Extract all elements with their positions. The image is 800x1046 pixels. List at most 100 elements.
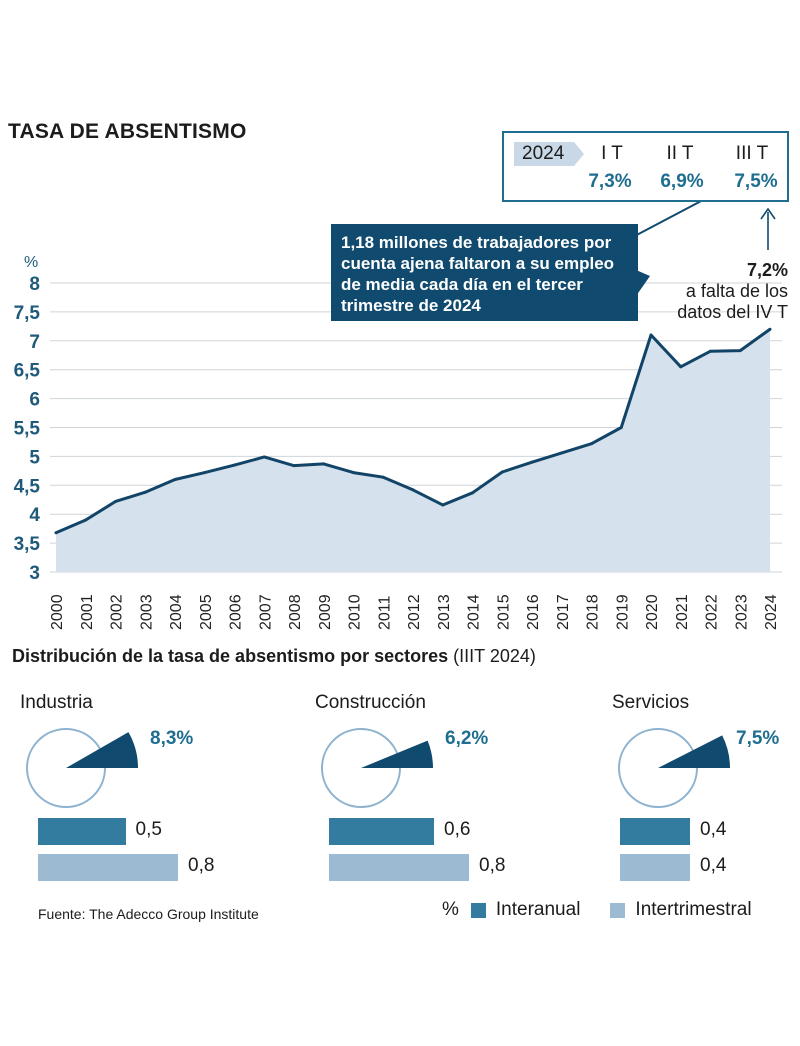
x-tick-label: 2010 [347, 594, 364, 630]
data-point [203, 471, 207, 475]
x-tick-label: 2018 [585, 594, 602, 630]
x-tick-label: 2009 [317, 594, 334, 630]
y-tick-label: 5 [29, 447, 40, 468]
data-point [590, 442, 593, 446]
quarterly-box: 2024 I T II T III T 7,3% 6,9% 7,5% [502, 131, 789, 202]
data-point [679, 365, 683, 369]
interanual-bar [329, 818, 434, 845]
callout-tail [636, 270, 650, 296]
data-point [619, 426, 623, 429]
sector-industria: Industria 8,3% 0,5 0,8 [20, 690, 300, 890]
sector-construccion: Construcción 6,2% 0,6 0,8 [315, 690, 595, 890]
data-point [441, 503, 445, 507]
x-tick-label: 2019 [614, 594, 631, 630]
x-tick-label: 2001 [79, 594, 96, 630]
distribution-title-period: (IIIT 2024) [453, 646, 536, 666]
sector-name: Industria [20, 692, 93, 713]
x-tick-label: 2004 [168, 594, 185, 630]
data-point [352, 471, 355, 475]
last-value-note: a falta de los datos del IV T [677, 281, 788, 322]
x-tick-label: 2023 [733, 594, 750, 630]
x-tick-label: 2016 [525, 594, 542, 630]
interanual-value: 0,4 [700, 819, 727, 840]
pie-slice [361, 740, 433, 768]
data-point [84, 518, 88, 522]
x-tick-label: 2000 [49, 594, 66, 630]
data-point [500, 470, 504, 474]
data-point [381, 475, 385, 479]
y-tick-label: 6,5 [14, 361, 41, 382]
pie-slice [658, 735, 730, 768]
data-point [649, 333, 653, 337]
distribution-title: Distribución de la tasa de absentismo po… [12, 646, 536, 667]
x-tick-label: 2024 [763, 594, 780, 630]
data-point [143, 490, 147, 494]
quarter-value-2: 6,9% [660, 171, 704, 192]
last-value-label: 7,2% [746, 260, 788, 280]
area-fill [56, 329, 770, 572]
sector-percent: 8,3% [150, 728, 194, 749]
data-point [768, 327, 772, 331]
data-point [114, 499, 117, 503]
sector-pie [321, 728, 433, 808]
data-point [411, 488, 415, 492]
chart-title: TASA DE ABSENTISMO [8, 120, 247, 143]
line-chart: 3 3,5 4 4,5 5 5,5 6 6,5 7 7,5 8% 2000 2001 2002 2003 20… [14, 189, 782, 630]
x-tick-label: 2007 [257, 594, 274, 630]
legend: % Interanual Intertrimestral [442, 899, 752, 921]
interanual-value: 0,6 [444, 819, 471, 840]
data-point [54, 531, 58, 535]
y-tick-label: 8 [29, 274, 40, 295]
intertrimestral-value: 0,8 [479, 855, 506, 876]
y-tick-label: 3 [29, 563, 40, 584]
quarter-year: 2024 [514, 142, 584, 166]
data-point [471, 491, 474, 495]
data-point [262, 455, 266, 459]
x-tick-label: 2003 [138, 594, 155, 630]
callout-note: 1,18 millones de trabajadores por cuenta… [331, 224, 638, 321]
y-tick-label: 4 [29, 505, 40, 526]
source-note: Fuente: The Adecco Group Institute [38, 906, 259, 922]
data-point [292, 464, 296, 468]
x-tick-label: 2017 [555, 594, 572, 630]
y-tick-label: 7 [29, 332, 40, 353]
x-tick-label: 2022 [704, 594, 721, 630]
x-tick-label: 2021 [674, 594, 691, 630]
legend-label-intertrimestral: Intertrimestral [635, 899, 752, 920]
quarter-label-3: III T [735, 143, 769, 164]
intertrimestral-bar [620, 854, 690, 881]
x-tick-label: 2013 [436, 594, 453, 630]
intertrimestral-value: 0,8 [188, 855, 215, 876]
data-point [560, 451, 564, 455]
intertrimestral-bar [329, 854, 469, 881]
y-axis-unit: % [24, 254, 38, 271]
interanual-bar [620, 818, 690, 845]
legend-swatch-intertrimestral [610, 902, 626, 918]
interanual-value: 0,5 [135, 819, 162, 840]
x-tick-label: 2020 [644, 594, 661, 630]
data-point [709, 349, 712, 353]
sector-percent: 7,5% [736, 728, 780, 749]
x-tick-label: 2006 [228, 594, 245, 630]
x-tick-label: 2011 [376, 595, 393, 630]
data-point [233, 463, 236, 467]
data-point [530, 460, 534, 464]
sector-servicios: Servicios 7,5% 0,4 0,4 [612, 690, 800, 890]
intertrimestral-value: 0,4 [700, 855, 727, 876]
distribution-title-bold: Distribución de la tasa de absentismo po… [12, 646, 449, 666]
x-tick-label: 2002 [109, 594, 126, 630]
x-tick-label: 2008 [287, 594, 304, 630]
y-tick-label: 5,5 [14, 419, 41, 440]
legend-unit: % [442, 899, 459, 920]
x-tick-label: 2005 [198, 594, 215, 630]
y-tick-label: 6 [29, 390, 40, 411]
y-tick-label: 3,5 [14, 534, 41, 555]
intertrimestral-bar [38, 854, 178, 881]
sector-name: Servicios [612, 692, 690, 713]
sector-pie [26, 728, 138, 808]
x-tick-label: 2012 [406, 594, 423, 630]
x-tick-label: 2014 [466, 594, 483, 630]
quarter-label-1: I T [601, 143, 623, 164]
data-point [173, 478, 177, 482]
x-tick-label: 2015 [495, 594, 512, 630]
